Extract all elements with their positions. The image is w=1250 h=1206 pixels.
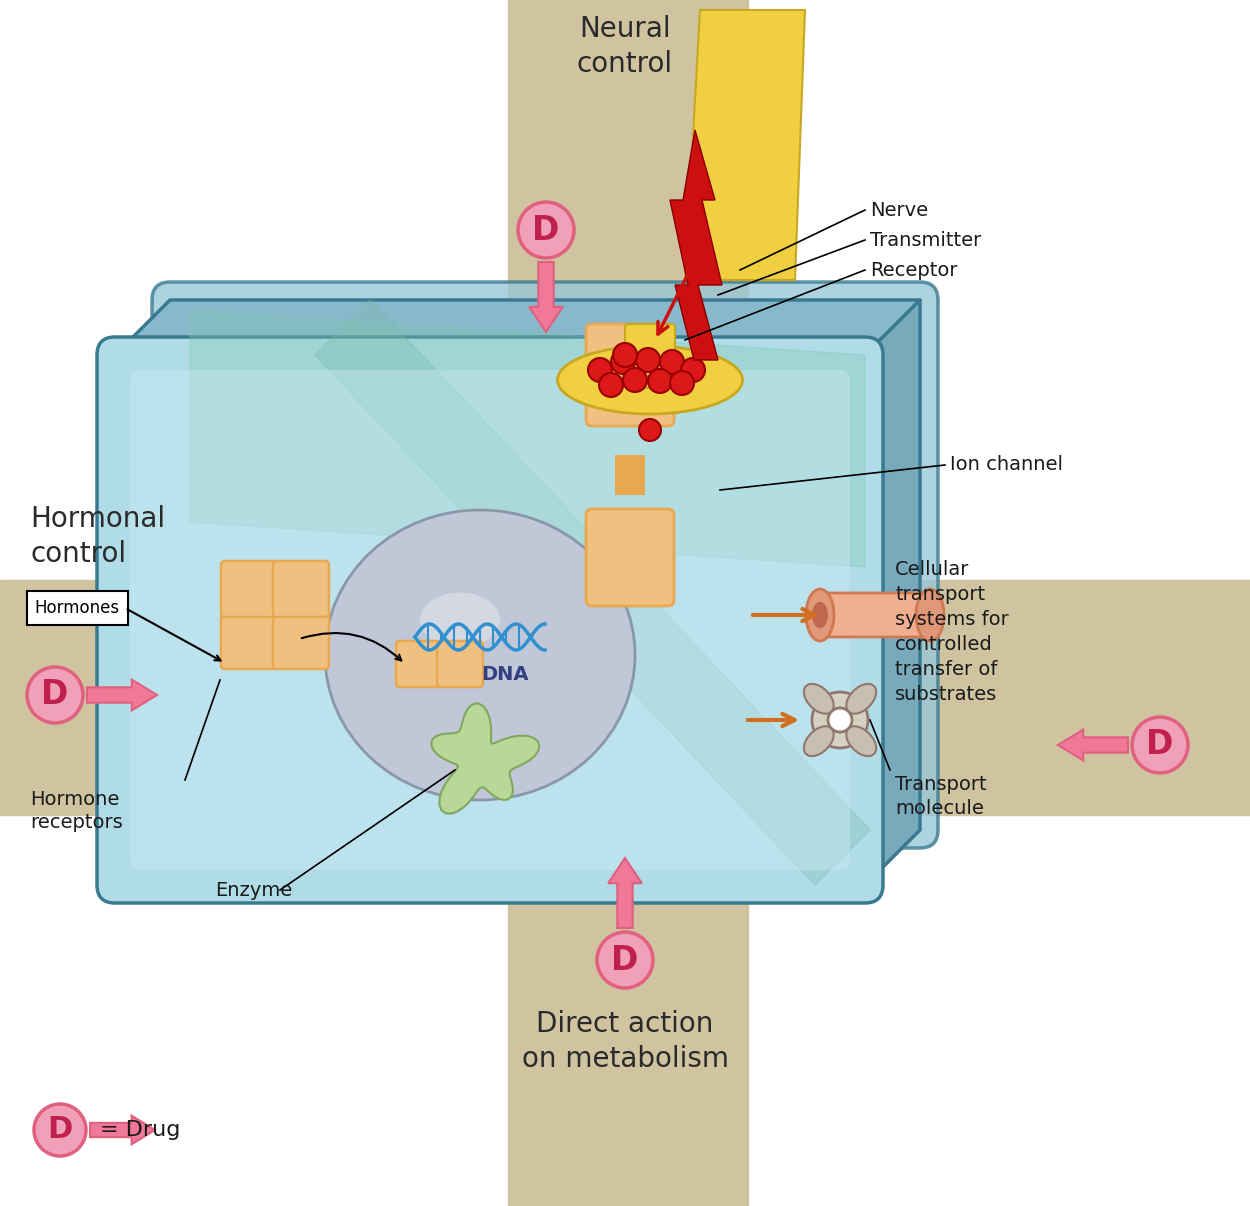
- Circle shape: [599, 373, 622, 397]
- Text: Transmitter: Transmitter: [870, 230, 981, 250]
- FancyBboxPatch shape: [221, 613, 278, 669]
- Text: Neural
control: Neural control: [578, 14, 672, 77]
- FancyBboxPatch shape: [98, 336, 882, 903]
- Ellipse shape: [806, 589, 834, 642]
- Circle shape: [660, 350, 684, 374]
- Text: Hormones: Hormones: [35, 599, 120, 617]
- FancyArrow shape: [529, 262, 562, 332]
- FancyBboxPatch shape: [152, 282, 938, 848]
- Circle shape: [612, 343, 638, 367]
- FancyBboxPatch shape: [396, 642, 442, 687]
- FancyArrow shape: [88, 680, 158, 710]
- FancyBboxPatch shape: [28, 591, 127, 625]
- FancyBboxPatch shape: [221, 561, 278, 617]
- Circle shape: [598, 932, 652, 988]
- Circle shape: [681, 358, 705, 382]
- Circle shape: [648, 369, 672, 393]
- Polygon shape: [685, 10, 805, 280]
- Bar: [0, 580, 1250, 815]
- FancyBboxPatch shape: [820, 593, 930, 637]
- Circle shape: [588, 358, 612, 382]
- Ellipse shape: [558, 346, 742, 414]
- Ellipse shape: [804, 684, 834, 714]
- Polygon shape: [315, 300, 870, 885]
- Text: = Drug: = Drug: [100, 1120, 180, 1140]
- Text: D: D: [532, 213, 560, 246]
- Circle shape: [518, 201, 574, 258]
- Text: Transport
molecule: Transport molecule: [895, 775, 986, 818]
- Ellipse shape: [420, 592, 500, 648]
- Ellipse shape: [812, 602, 828, 628]
- Text: D: D: [41, 679, 69, 712]
- Circle shape: [828, 708, 852, 732]
- Text: Nerve: Nerve: [870, 200, 927, 219]
- Circle shape: [639, 418, 661, 441]
- Circle shape: [1132, 718, 1188, 773]
- Circle shape: [812, 692, 867, 748]
- Polygon shape: [115, 300, 920, 355]
- Circle shape: [611, 350, 635, 374]
- Circle shape: [670, 371, 694, 396]
- Text: Ion channel: Ion channel: [950, 456, 1062, 474]
- Text: Cellular
transport
systems for
controlled
transfer of
substrates: Cellular transport systems for controlle…: [895, 560, 1009, 704]
- Circle shape: [636, 349, 660, 371]
- FancyBboxPatch shape: [272, 561, 329, 617]
- Ellipse shape: [916, 589, 944, 642]
- FancyBboxPatch shape: [130, 370, 850, 870]
- Text: DNA: DNA: [481, 666, 529, 685]
- Circle shape: [28, 667, 82, 724]
- Polygon shape: [431, 703, 539, 814]
- FancyArrow shape: [90, 1116, 155, 1144]
- Ellipse shape: [325, 510, 635, 800]
- Circle shape: [34, 1103, 86, 1157]
- Text: D: D: [611, 943, 639, 977]
- Polygon shape: [865, 300, 920, 885]
- FancyArrow shape: [609, 857, 641, 927]
- Text: D: D: [1146, 728, 1174, 761]
- FancyBboxPatch shape: [586, 509, 674, 605]
- Text: Direct action
on metabolism: Direct action on metabolism: [521, 1009, 729, 1072]
- Text: Enzyme: Enzyme: [215, 880, 292, 900]
- Ellipse shape: [846, 726, 876, 756]
- Polygon shape: [670, 130, 722, 361]
- Bar: [615, 455, 645, 494]
- Polygon shape: [190, 310, 865, 567]
- Text: Hormonal
control: Hormonal control: [30, 505, 165, 568]
- FancyArrow shape: [1058, 730, 1128, 761]
- FancyBboxPatch shape: [586, 324, 674, 426]
- Ellipse shape: [846, 684, 876, 714]
- Text: Hormone
receptors: Hormone receptors: [30, 790, 123, 832]
- Ellipse shape: [804, 726, 834, 756]
- FancyBboxPatch shape: [625, 324, 675, 388]
- Bar: [508, 0, 748, 1206]
- FancyBboxPatch shape: [272, 613, 329, 669]
- FancyBboxPatch shape: [438, 642, 483, 687]
- Circle shape: [622, 368, 648, 392]
- Text: Receptor: Receptor: [870, 260, 958, 280]
- Text: D: D: [48, 1116, 72, 1144]
